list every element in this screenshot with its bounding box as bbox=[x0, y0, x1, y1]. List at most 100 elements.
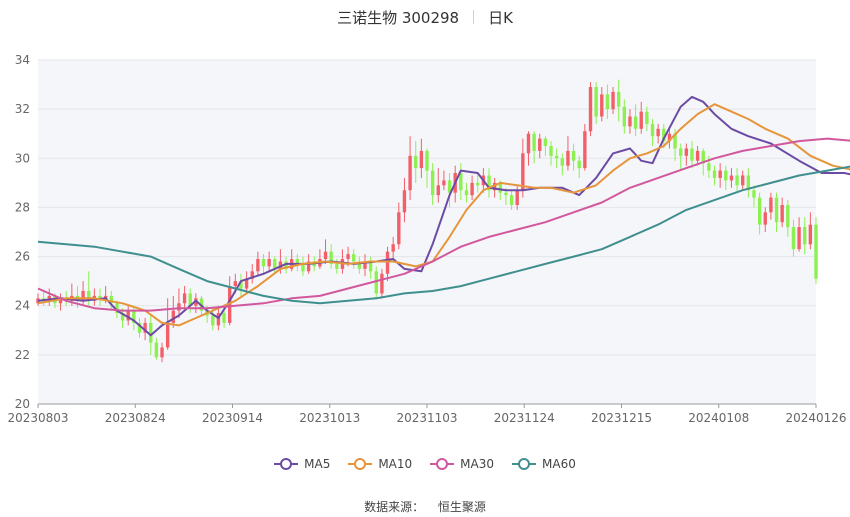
candle-body bbox=[335, 263, 339, 269]
candle-body bbox=[256, 259, 260, 272]
candle-body bbox=[301, 263, 305, 272]
candle-body bbox=[560, 158, 564, 166]
candle-body bbox=[273, 259, 277, 269]
candle-body bbox=[385, 251, 390, 274]
candle-body bbox=[707, 163, 711, 171]
candle-body bbox=[673, 133, 677, 149]
candle-body bbox=[98, 295, 102, 299]
candle-body bbox=[543, 138, 548, 146]
candle-body bbox=[662, 128, 666, 142]
candle-body bbox=[622, 106, 627, 127]
y-tick-label: 34 bbox=[15, 53, 30, 67]
candle-body bbox=[656, 128, 660, 137]
candle-body bbox=[724, 170, 728, 181]
candle-body bbox=[639, 111, 643, 129]
x-tick-label: 20230824 bbox=[105, 411, 166, 425]
candle-body bbox=[628, 116, 632, 127]
period-label[interactable]: 日K bbox=[488, 8, 513, 27]
candle-body bbox=[58, 298, 63, 304]
candle-body bbox=[261, 259, 266, 267]
candle-body bbox=[566, 150, 570, 166]
candle-body bbox=[791, 227, 796, 250]
chart-title-bar: 三诺生物 300298 日K bbox=[0, 6, 850, 28]
candle-body bbox=[611, 91, 615, 110]
candle-body bbox=[605, 94, 610, 110]
candle-body bbox=[695, 150, 700, 161]
candle-body bbox=[746, 175, 751, 191]
ma5-line bbox=[37, 95, 850, 337]
candle-body bbox=[447, 180, 452, 193]
candle-body bbox=[679, 148, 683, 156]
candle-body bbox=[137, 322, 142, 333]
candle-body bbox=[718, 170, 722, 178]
candle-body bbox=[284, 261, 288, 269]
candle-body bbox=[391, 244, 395, 252]
candle-body bbox=[87, 290, 91, 301]
candle-body bbox=[239, 281, 243, 289]
candle-body bbox=[645, 111, 649, 124]
candle-body bbox=[165, 322, 170, 348]
candle-body bbox=[132, 310, 136, 323]
x-tick-label: 20240126 bbox=[785, 411, 846, 425]
candle-body bbox=[735, 175, 739, 186]
ma10-line bbox=[37, 103, 850, 327]
title-separator bbox=[473, 10, 475, 24]
candle-body bbox=[583, 131, 587, 169]
candle-body bbox=[633, 116, 638, 129]
data-source: 数据来源： 恒生聚源 bbox=[0, 498, 850, 515]
x-tick-label: 20230803 bbox=[7, 411, 68, 425]
candle-body bbox=[712, 170, 717, 178]
candle-body bbox=[171, 310, 175, 323]
candle-body bbox=[346, 254, 350, 260]
candle-body bbox=[295, 259, 300, 264]
candle-body bbox=[368, 261, 373, 272]
candle-body bbox=[397, 212, 401, 245]
candle-body bbox=[808, 224, 813, 245]
legend-marker-icon bbox=[512, 458, 537, 470]
legend-marker-circle bbox=[518, 458, 531, 470]
candle-body bbox=[306, 261, 311, 272]
legend-marker-icon bbox=[430, 458, 455, 470]
legend-item-ma10[interactable]: MA10 bbox=[348, 457, 412, 471]
candle-body bbox=[188, 293, 192, 306]
candle-body bbox=[594, 87, 598, 117]
candle-body bbox=[115, 303, 119, 314]
candle-body bbox=[616, 91, 621, 107]
legend-item-ma30[interactable]: MA30 bbox=[430, 457, 494, 471]
candle-body bbox=[538, 138, 542, 151]
candle-body bbox=[729, 175, 734, 181]
candle-body bbox=[267, 259, 271, 267]
candle-body bbox=[526, 133, 531, 154]
candle-body bbox=[752, 190, 756, 198]
x-tick-label: 20231215 bbox=[591, 411, 652, 425]
candle-body bbox=[763, 212, 767, 225]
candle-body bbox=[521, 153, 525, 191]
candle-body bbox=[549, 146, 553, 156]
candle-body bbox=[774, 197, 779, 223]
candle-body bbox=[464, 190, 469, 196]
candle-body bbox=[509, 195, 514, 205]
candle-body bbox=[352, 254, 356, 262]
legend-item-ma5[interactable]: MA5 bbox=[274, 457, 330, 471]
x-tick-label: 20231103 bbox=[396, 411, 457, 425]
legend-label: MA5 bbox=[304, 457, 331, 471]
candle-body bbox=[690, 148, 694, 161]
candle-body bbox=[211, 315, 215, 326]
candle-body bbox=[650, 123, 655, 137]
candle-body bbox=[250, 271, 254, 279]
y-tick-label: 20 bbox=[15, 397, 30, 411]
legend-label: MA60 bbox=[542, 457, 576, 471]
candle-body bbox=[329, 251, 333, 264]
candle-body bbox=[414, 155, 418, 169]
candle-body bbox=[154, 342, 159, 358]
candle-body bbox=[780, 204, 784, 223]
candle-body bbox=[803, 227, 807, 245]
legend-label: MA10 bbox=[378, 457, 413, 471]
candle-body bbox=[244, 278, 249, 289]
candle-body bbox=[408, 155, 412, 191]
legend-label: MA30 bbox=[460, 457, 495, 471]
y-tick-label: 24 bbox=[15, 299, 30, 313]
legend-marker-circle bbox=[280, 458, 293, 470]
legend-item-ma60[interactable]: MA60 bbox=[512, 457, 576, 471]
